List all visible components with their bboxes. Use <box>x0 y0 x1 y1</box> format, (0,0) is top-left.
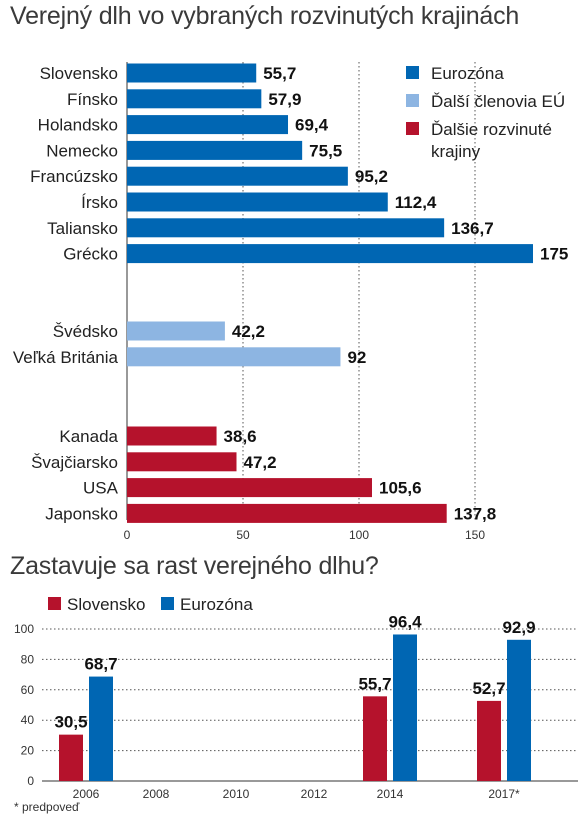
legend-label-1: Eurozóna <box>180 595 253 614</box>
bar-slovensko-5 <box>477 700 501 781</box>
value-label-0-2: 69,4 <box>295 116 329 135</box>
legend-label-0: Slovensko <box>67 595 145 614</box>
debt-by-country-chart: Slovensko 55,7 Fínsko 57,9 Holandsko 69,4 Neme… <box>13 62 568 542</box>
legend-label-1-0: Ďalší členovia EÚ <box>431 92 565 111</box>
category-label-1-0: Švédsko <box>53 322 118 341</box>
y-tick-60: 60 <box>21 683 35 697</box>
x-tick-150: 150 <box>465 528 485 542</box>
x-tick-1: 2008 <box>143 787 170 801</box>
category-label-0-2: Holandsko <box>38 116 118 135</box>
legend-label-2-0: Ďalšie rozvinuté <box>431 120 552 139</box>
x-tick-4: 2014 <box>377 787 404 801</box>
x-tick-3: 2012 <box>301 787 328 801</box>
y-tick-20: 20 <box>21 744 35 758</box>
value-label-2-0: 38,6 <box>224 427 257 446</box>
category-label-2-2: USA <box>83 479 119 498</box>
x-tick-0: 2006 <box>73 787 100 801</box>
bar-1-0 <box>127 321 225 341</box>
bar-0-4 <box>127 166 348 186</box>
value-label-0-4: 55,7 <box>358 674 391 693</box>
x-tick-5: 2017* <box>488 787 520 801</box>
category-label-2-3: Japonsko <box>45 504 118 523</box>
chart-1-title: Verejný dlh vo vybraných rozvinutých kra… <box>10 2 520 30</box>
bar-slovensko-4 <box>363 696 387 781</box>
value-label-0-5: 112,4 <box>395 193 437 212</box>
value-label-1-1: 92 <box>347 348 366 367</box>
category-label-1-1: Veľká Británia <box>13 348 119 367</box>
bar-0-6 <box>127 218 445 238</box>
category-label-2-0: Kanada <box>59 427 118 446</box>
value-label-1-0: 68,7 <box>84 655 117 674</box>
forecast-note: * predpoveď <box>14 800 80 814</box>
bar-0-2 <box>127 115 289 135</box>
legend-swatch-0 <box>48 597 61 610</box>
legend-swatch-1 <box>161 597 174 610</box>
value-label-0-7: 175 <box>540 245 568 264</box>
x-tick-100: 100 <box>349 528 369 542</box>
category-label-2-1: Švajčiarsko <box>31 453 118 472</box>
bar-slovensko-0 <box>59 734 83 781</box>
legend-label-0-0: Eurozóna <box>431 64 504 83</box>
category-label-0-5: Írsko <box>81 193 118 212</box>
bar-2-3 <box>127 503 447 523</box>
value-label-0-6: 136,7 <box>451 219 494 238</box>
chart-2-title: Zastavuje sa rast verejného dlhu? <box>10 552 379 580</box>
value-label-0-5: 52,7 <box>472 679 505 698</box>
legend-swatch-0 <box>406 66 419 79</box>
value-label-1-0: 42,2 <box>232 322 265 341</box>
bar-2-1 <box>127 452 237 472</box>
x-tick-0: 0 <box>124 528 131 542</box>
value-label-0-1: 57,9 <box>268 90 301 109</box>
bar-0-5 <box>127 192 388 212</box>
value-label-1-5: 92,9 <box>502 618 535 637</box>
value-label-2-1: 47,2 <box>244 453 277 472</box>
bar-2-2 <box>127 478 372 498</box>
bar-0-0 <box>127 63 257 83</box>
bar-2-0 <box>127 426 217 446</box>
value-label-2-3: 137,8 <box>454 504 497 523</box>
bar-eurozóna-4 <box>393 634 417 781</box>
legend-label-2-1: krajiny <box>431 142 481 161</box>
category-label-0-6: Taliansko <box>47 219 118 238</box>
bar-0-7 <box>127 244 533 264</box>
value-label-0-4: 95,2 <box>355 167 388 186</box>
legend-swatch-2 <box>406 122 419 135</box>
y-tick-100: 100 <box>14 622 34 636</box>
value-label-2-2: 105,6 <box>379 479 422 498</box>
bar-eurozóna-5 <box>507 639 531 781</box>
y-tick-0: 0 <box>27 774 34 788</box>
category-label-0-4: Francúzsko <box>30 167 118 186</box>
x-tick-50: 50 <box>236 528 250 542</box>
bar-eurozóna-0 <box>89 676 113 781</box>
y-tick-40: 40 <box>21 713 35 727</box>
category-label-0-1: Fínsko <box>67 90 118 109</box>
bar-0-3 <box>127 140 303 160</box>
value-label-0-0: 55,7 <box>263 64 296 83</box>
category-label-0-3: Nemecko <box>46 141 118 160</box>
y-tick-80: 80 <box>21 652 35 666</box>
legend-swatch-1 <box>406 94 419 107</box>
value-label-0-3: 75,5 <box>309 141 342 160</box>
value-label-1-4: 96,4 <box>388 612 422 631</box>
bar-0-1 <box>127 89 262 109</box>
category-label-0-0: Slovensko <box>40 64 118 83</box>
bar-1-1 <box>127 347 341 367</box>
value-label-0-0: 30,5 <box>54 713 87 732</box>
category-label-0-7: Grécko <box>63 245 118 264</box>
x-tick-2: 2010 <box>223 787 250 801</box>
